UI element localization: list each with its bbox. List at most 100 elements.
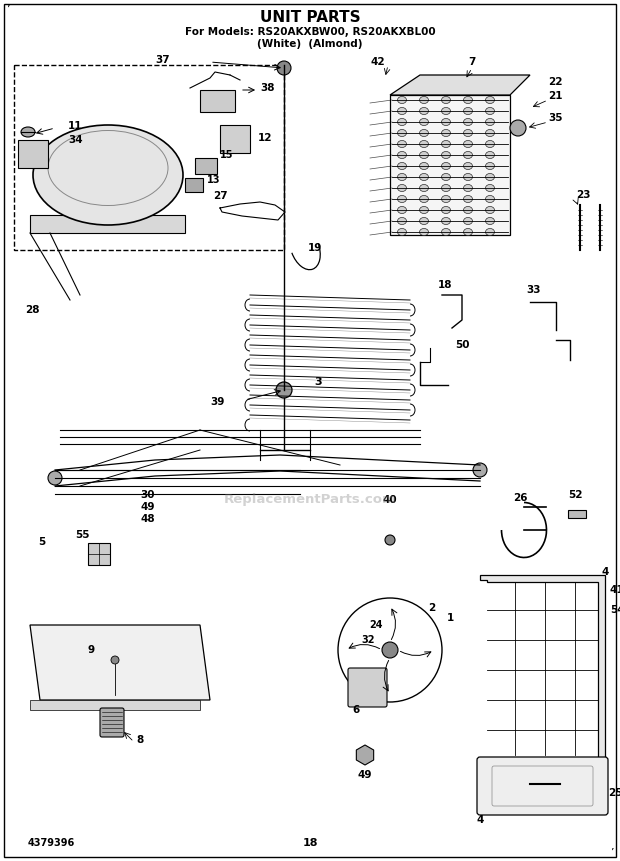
FancyBboxPatch shape [477, 757, 608, 815]
Text: 4: 4 [476, 815, 484, 825]
Text: 27: 27 [213, 191, 228, 201]
Text: 25: 25 [608, 788, 620, 798]
Text: 6: 6 [352, 705, 360, 715]
Text: 28: 28 [25, 305, 40, 315]
Ellipse shape [441, 174, 451, 181]
Circle shape [276, 382, 292, 398]
Circle shape [48, 471, 62, 485]
Ellipse shape [420, 218, 428, 225]
Ellipse shape [485, 140, 495, 147]
Circle shape [385, 535, 395, 545]
Ellipse shape [420, 195, 428, 202]
Bar [390, 95, 510, 235]
Ellipse shape [397, 184, 407, 191]
Text: 40: 40 [383, 495, 397, 505]
Circle shape [382, 642, 398, 658]
Text: 11: 11 [68, 121, 82, 131]
Text: 52: 52 [568, 490, 582, 500]
Ellipse shape [33, 125, 183, 225]
Text: 9: 9 [88, 645, 95, 655]
Polygon shape [480, 575, 605, 760]
Text: 30: 30 [141, 490, 155, 500]
Ellipse shape [420, 207, 428, 214]
Ellipse shape [485, 174, 495, 181]
Ellipse shape [420, 163, 428, 170]
Text: 12: 12 [258, 133, 273, 143]
Text: UNIT PARTS: UNIT PARTS [260, 10, 360, 26]
Ellipse shape [464, 228, 472, 236]
Ellipse shape [397, 140, 407, 147]
Circle shape [510, 120, 526, 136]
Text: 1: 1 [446, 613, 454, 623]
Text: 48: 48 [141, 514, 156, 524]
Ellipse shape [464, 129, 472, 137]
Text: 49: 49 [141, 502, 155, 512]
FancyBboxPatch shape [348, 668, 387, 707]
Polygon shape [30, 625, 210, 700]
Ellipse shape [397, 152, 407, 158]
Ellipse shape [464, 163, 472, 170]
Bar [30, 215, 185, 233]
Ellipse shape [420, 119, 428, 126]
Text: 2: 2 [428, 603, 436, 613]
Text: 5: 5 [38, 537, 46, 547]
Ellipse shape [441, 163, 451, 170]
Ellipse shape [397, 163, 407, 170]
Text: 19: 19 [308, 243, 322, 253]
Text: 22: 22 [548, 77, 562, 87]
Ellipse shape [464, 96, 472, 103]
Ellipse shape [397, 96, 407, 103]
Ellipse shape [420, 96, 428, 103]
Ellipse shape [464, 140, 472, 147]
Text: 34: 34 [68, 135, 82, 145]
Ellipse shape [485, 96, 495, 103]
Ellipse shape [441, 152, 451, 158]
Circle shape [111, 656, 119, 664]
Bar [195, 158, 217, 174]
Ellipse shape [397, 228, 407, 236]
Text: 7: 7 [468, 57, 476, 67]
Text: 18: 18 [438, 280, 453, 290]
Text: 24: 24 [370, 620, 383, 630]
Text: 49: 49 [358, 770, 372, 780]
Ellipse shape [420, 228, 428, 236]
Text: ’: ’ [610, 848, 614, 858]
Ellipse shape [397, 119, 407, 126]
Text: 8: 8 [136, 735, 143, 745]
Text: 21: 21 [548, 91, 562, 101]
Text: 35: 35 [548, 113, 562, 123]
Ellipse shape [464, 184, 472, 191]
Ellipse shape [441, 195, 451, 202]
Text: 13: 13 [207, 175, 221, 185]
Text: 38: 38 [260, 83, 275, 93]
Ellipse shape [485, 184, 495, 191]
Ellipse shape [397, 195, 407, 202]
Bar [568, 510, 586, 518]
Bar [18, 140, 48, 168]
Ellipse shape [464, 174, 472, 181]
Text: 37: 37 [156, 55, 170, 65]
Ellipse shape [420, 184, 428, 191]
Text: 55: 55 [75, 530, 89, 540]
Ellipse shape [397, 108, 407, 115]
Ellipse shape [420, 152, 428, 158]
Ellipse shape [441, 184, 451, 191]
Text: 4379396: 4379396 [28, 838, 75, 848]
Ellipse shape [420, 140, 428, 147]
Ellipse shape [464, 218, 472, 225]
Ellipse shape [464, 195, 472, 202]
Text: 3: 3 [314, 377, 322, 387]
Ellipse shape [485, 218, 495, 225]
Ellipse shape [464, 152, 472, 158]
Text: 26: 26 [513, 493, 527, 503]
Ellipse shape [420, 174, 428, 181]
Circle shape [277, 61, 291, 75]
Ellipse shape [464, 119, 472, 126]
Ellipse shape [441, 129, 451, 137]
Text: (White)  (Almond): (White) (Almond) [257, 39, 363, 49]
Ellipse shape [485, 207, 495, 214]
Ellipse shape [441, 140, 451, 147]
Ellipse shape [485, 228, 495, 236]
Ellipse shape [397, 218, 407, 225]
Bar [14, 65, 284, 250]
